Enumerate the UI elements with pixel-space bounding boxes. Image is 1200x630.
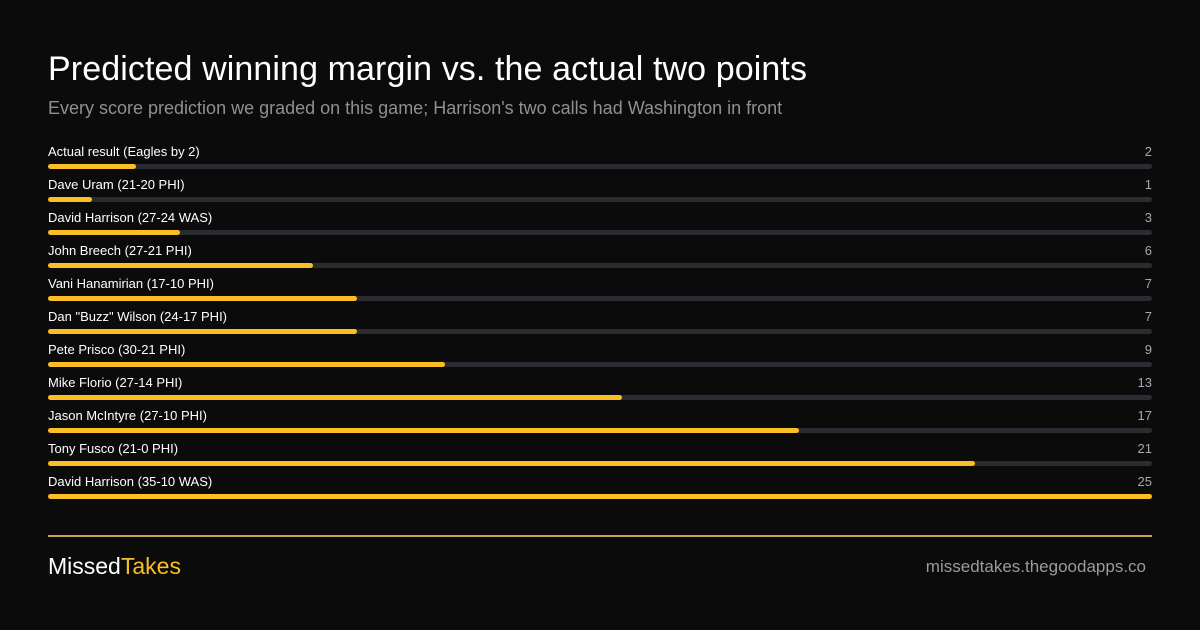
bar-value-label: 7 bbox=[1144, 276, 1152, 291]
bar-value-label: 2 bbox=[1144, 144, 1152, 159]
bar-row: David Harrison (27-24 WAS) 3 bbox=[48, 209, 1152, 242]
brand-logo-part1: Missed bbox=[48, 553, 121, 579]
bar-track bbox=[48, 362, 1152, 367]
bar-track bbox=[48, 296, 1152, 301]
bar-fill bbox=[48, 164, 137, 169]
bar-label: Dan "Buzz" Wilson (24-17 PHI) bbox=[48, 309, 228, 324]
bar-label: Actual result (Eagles by 2) bbox=[48, 144, 200, 159]
bar-track bbox=[48, 428, 1152, 433]
bar-fill bbox=[48, 461, 976, 466]
chart-subtitle: Every score prediction we graded on this… bbox=[48, 98, 783, 118]
bar-row: Tony Fusco (21-0 PHI) 21 bbox=[48, 440, 1152, 473]
bar-label: Pete Prisco (30-21 PHI) bbox=[48, 342, 186, 357]
bar-fill bbox=[48, 428, 799, 433]
bar-row: Dave Uram (21-20 PHI) 1 bbox=[48, 176, 1152, 209]
bar-row: John Breech (27-21 PHI) 6 bbox=[48, 242, 1152, 275]
bar-track bbox=[48, 230, 1152, 235]
bar-value-label: 3 bbox=[1144, 210, 1152, 225]
bar-fill bbox=[48, 197, 93, 202]
bar-fill bbox=[48, 296, 358, 301]
footer-divider bbox=[48, 535, 1152, 537]
bar-fill bbox=[48, 494, 1152, 499]
bar-label: John Breech (27-21 PHI) bbox=[48, 243, 192, 258]
bar-fill bbox=[48, 395, 623, 400]
bar-track bbox=[48, 461, 1152, 466]
chart-title: Predicted winning margin vs. the actual … bbox=[48, 50, 808, 88]
bar-label: Vani Hanamirian (17-10 PHI) bbox=[48, 276, 214, 291]
bar-row: Dan "Buzz" Wilson (24-17 PHI) 7 bbox=[48, 308, 1152, 341]
bar-track bbox=[48, 263, 1152, 268]
brand-logo: MissedTakes bbox=[48, 553, 181, 580]
bar-fill bbox=[48, 263, 313, 268]
bar-value-label: 7 bbox=[1144, 309, 1152, 324]
bar-row: Actual result (Eagles by 2) 2 bbox=[48, 143, 1152, 176]
bar-row: Jason McIntyre (27-10 PHI) 17 bbox=[48, 407, 1152, 440]
bar-value-label: 21 bbox=[1137, 441, 1152, 456]
bar-track bbox=[48, 395, 1152, 400]
bar-row: Mike Florio (27-14 PHI) 13 bbox=[48, 374, 1152, 407]
bar-value-label: 6 bbox=[1144, 243, 1152, 258]
bar-track bbox=[48, 164, 1152, 169]
bar-label: Jason McIntyre (27-10 PHI) bbox=[48, 408, 207, 423]
bar-chart: Actual result (Eagles by 2) 2 Dave Uram (2… bbox=[48, 143, 1152, 506]
bar-value-label: 9 bbox=[1144, 342, 1152, 357]
bar-row: Pete Prisco (30-21 PHI) 9 bbox=[48, 341, 1152, 374]
bar-track bbox=[48, 494, 1152, 499]
bar-label: David Harrison (27-24 WAS) bbox=[48, 210, 213, 225]
bar-value-label: 17 bbox=[1137, 408, 1152, 423]
bar-row: David Harrison (35-10 WAS) 25 bbox=[48, 473, 1152, 506]
bar-value-label: 13 bbox=[1137, 375, 1152, 390]
bar-fill bbox=[48, 230, 181, 235]
bar-label: Tony Fusco (21-0 PHI) bbox=[48, 441, 179, 456]
bar-track bbox=[48, 329, 1152, 334]
bar-track bbox=[48, 197, 1152, 202]
bar-value-label: 1 bbox=[1144, 177, 1152, 192]
bar-fill bbox=[48, 329, 358, 334]
site-url: missedtakes.thegoodapps.co bbox=[925, 557, 1146, 576]
bar-fill bbox=[48, 362, 446, 367]
bar-label: Dave Uram (21-20 PHI) bbox=[48, 177, 185, 192]
bar-label: David Harrison (35-10 WAS) bbox=[48, 474, 213, 489]
bar-row: Vani Hanamirian (17-10 PHI) 7 bbox=[48, 275, 1152, 308]
bar-value-label: 25 bbox=[1137, 474, 1152, 489]
brand-logo-part2: Takes bbox=[120, 553, 181, 579]
bar-label: Mike Florio (27-14 PHI) bbox=[48, 375, 183, 390]
